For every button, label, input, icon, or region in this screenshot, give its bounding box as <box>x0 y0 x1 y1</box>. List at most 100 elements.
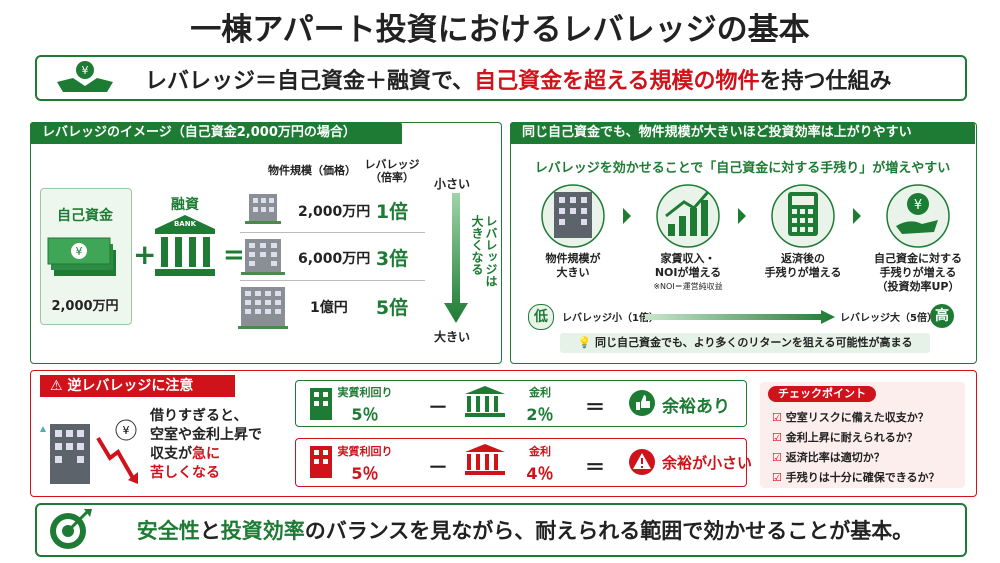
banner-text: レバレッジ＝自己資金＋融資で、自己資金を超える規模の物件を持つ仕組み <box>145 63 891 95</box>
svg-text:¥: ¥ <box>914 198 922 213</box>
step-label-line: 返済後の <box>781 252 825 265</box>
yield-value: 5％ <box>351 405 379 424</box>
result-good: 余裕あり <box>662 397 730 417</box>
step-label: 自己資金に対する 手残りが増える （投資効率UP） <box>858 252 978 294</box>
step-label: 家賃収入・ NOIが増える ※NOI＝運営純収益 <box>638 252 738 294</box>
comparison-row-good <box>295 380 747 427</box>
step-label-line: 自己資金に対する <box>874 252 962 265</box>
step-label-line: （投資効率UP） <box>876 280 960 293</box>
warning-red: 急に <box>192 446 220 462</box>
checkpoint-item: ☑ 手残りは十分に確保できるか？ <box>772 471 940 484</box>
arrow-label-line: レバレッジは <box>484 215 498 287</box>
money-icon: ¥ <box>47 237 116 276</box>
svg-text:¥: ¥ <box>76 245 83 258</box>
warning-red: 苦しくなる <box>150 465 220 481</box>
banner <box>35 55 967 101</box>
footer-emphasis: 投資効率 <box>220 519 305 543</box>
bank-icon <box>155 215 215 276</box>
checkpoint-item: ☑ 金利上昇に耐えられるか？ <box>772 431 918 444</box>
building-small <box>245 194 281 224</box>
minus-sign: － <box>428 395 448 419</box>
yield-label: 実質利回り <box>337 386 393 399</box>
ratio-header-line: レバレッジ <box>364 158 420 171</box>
warning-line: 借りすぎると、 <box>150 408 248 424</box>
step-label-line: 家賃収入・ <box>660 252 716 265</box>
arrow-label: レバレッジは大きくなる <box>470 215 498 295</box>
low-label: レバレッジ小（1倍） <box>562 313 659 324</box>
footer-text: 安全性と投資効率のバランスを見ながら、耐えられる範囲で効かせることが基本。 <box>100 515 950 545</box>
step-note: ※NOI＝運営純収益 <box>653 282 723 291</box>
checkpoint-list: ☑ 空室リスクに備えた収支か？ ☑ 金利上昇に耐えられるか？ ☑ 返済比率は適切… <box>772 408 940 488</box>
ratio-header-line: （倍率） <box>370 171 414 184</box>
ratio-header: レバレッジ （倍率） <box>362 158 422 184</box>
row-price: 1億円 <box>310 300 348 316</box>
building-medium <box>241 239 285 275</box>
gradient-arrow <box>645 310 835 324</box>
low-badge: 低 <box>528 304 554 330</box>
equals-sign: ＝ <box>585 455 605 479</box>
down-arrow <box>444 193 468 323</box>
footer-part: と <box>199 519 221 543</box>
panel-subtitle: レバレッジを効かせることで「自己資金に対する手残り」が増えやすい <box>534 161 951 176</box>
plus-sign: + <box>133 238 157 271</box>
rate-label: 金利 <box>529 386 551 399</box>
building-large <box>238 287 288 329</box>
banner-part: を持つ仕組み <box>759 69 892 94</box>
high-badge: 高 <box>930 304 954 328</box>
row-price: 2,000万円 <box>298 204 371 220</box>
checkpoint-item: ☑ 空室リスクに備えた収支か？ <box>772 411 929 424</box>
checkpoint-text: 返済比率は適切か？ <box>785 451 885 464</box>
warning-panel <box>30 370 977 497</box>
own-funds-label: 自己資金 <box>57 208 113 224</box>
footer-emphasis: 安全性 <box>136 519 200 543</box>
checkpoint-text: 金利上昇に耐えられるか？ <box>785 431 918 444</box>
checkpoint-item: ☑ 返済比率は適切か？ <box>772 451 885 464</box>
equals-sign: = <box>223 240 245 270</box>
handshake-icon: ¥ <box>57 61 113 92</box>
rate-value: 4％ <box>526 464 554 483</box>
title: 一棟アパート投資におけるレバレッジの基本 <box>190 12 810 48</box>
warning-title-text: 逆レバレッジに注意 <box>67 378 194 394</box>
row-price: 6,000万円 <box>298 251 371 267</box>
footer-part: のバランスを見ながら、耐えられる範囲で効かせることが基本。 <box>304 519 914 543</box>
svg-text:¥: ¥ <box>82 64 89 77</box>
bank-text: BANK <box>173 220 197 228</box>
equals-sign: ＝ <box>585 395 605 419</box>
arrow-top-label: 小さい <box>434 177 471 191</box>
arrow-bottom-label: 大きい <box>434 330 471 344</box>
row-separator <box>240 232 425 233</box>
checkpoint-text: 手残りは十分に確保できるか？ <box>785 471 940 484</box>
checkpoint-text: 空室リスクに備えた収支か？ <box>785 411 929 424</box>
warning-line: 収支が <box>150 446 192 462</box>
high-label: レバレッジ大（5倍） <box>840 313 937 324</box>
steps-icons: ¥ <box>541 184 950 248</box>
row-separator <box>240 280 425 281</box>
row-ratio: 3倍 <box>375 248 409 270</box>
tip-box: 💡 同じ自己資金でも、より多くのリターンを狙える可能性が高まる <box>560 333 930 353</box>
banner-part: レバレッジ＝自己資金＋融資で、 <box>145 69 475 94</box>
yield-label: 実質利回り <box>337 445 393 458</box>
warning-text: 借りすぎると、 空室や金利上昇で 収支が急に 苦しくなる <box>150 407 262 483</box>
result-bad: 余裕が小さい <box>662 454 753 472</box>
step-label-line: 手残りが増える <box>764 266 842 279</box>
yield-value: 5％ <box>351 464 379 483</box>
row-ratio: 1倍 <box>375 201 409 223</box>
svg-text:¥: ¥ <box>123 424 130 437</box>
comparison-row-bad <box>295 438 747 487</box>
panel-title: 同じ自己資金でも、物件規模が大きいほど投資効率は上がりやすい <box>510 122 975 144</box>
step-label-line: NOIが増える <box>654 266 722 279</box>
step-label-line: 手残りが増える <box>879 266 957 279</box>
rate-label: 金利 <box>529 445 551 458</box>
footer-box <box>35 503 967 557</box>
step-label-line: 物件規模が <box>545 252 601 265</box>
checkpoint-title: チェックポイント <box>768 386 876 402</box>
banner-highlight: 自己資金を超える規模の物件 <box>474 69 760 94</box>
own-funds-amount: 2,000万円 <box>51 299 119 314</box>
step-label: 物件規模が 大きい <box>533 252 613 280</box>
row-ratio: 5倍 <box>375 297 409 319</box>
panel-title: レバレッジのイメージ（自己資金2,000万円の場合） <box>30 122 402 144</box>
tip-text: 同じ自己資金でも、より多くのリターンを狙える可能性が高まる <box>594 336 913 349</box>
rate-value: 2％ <box>526 405 554 424</box>
falling-building-icon: ¥ <box>40 419 138 484</box>
